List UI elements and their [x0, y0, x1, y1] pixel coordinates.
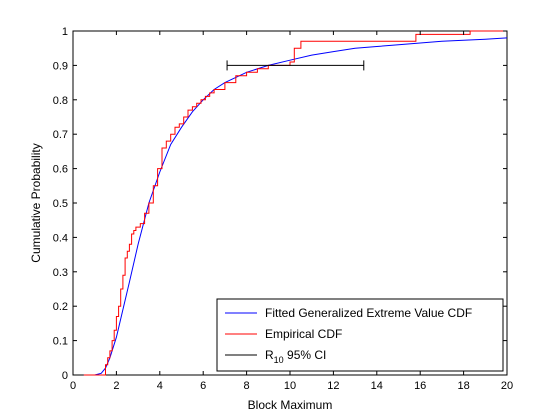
- series-layer: [83, 30, 508, 376]
- y-tick-label: 0.9: [53, 60, 68, 72]
- legend-label-fitted-gev: Fitted Generalized Extreme Value CDF: [265, 306, 472, 320]
- x-tick-label: 0: [70, 380, 76, 392]
- x-axis-ticks: 0 2 4 6 8 10 12 14 16 18 20: [70, 31, 513, 392]
- y-tick-label: 1: [62, 26, 68, 38]
- x-tick-label: 18: [457, 380, 469, 392]
- legend: Fitted Generalized Extreme Value CDF Emp…: [216, 298, 504, 372]
- legend-label-empirical: Empirical CDF: [265, 327, 342, 341]
- x-tick-label: 10: [284, 380, 296, 392]
- legend-box: [216, 298, 504, 372]
- y-axis-label: Cumulative Probability: [29, 143, 43, 262]
- x-tick-label: 20: [501, 380, 513, 392]
- x-tick-label: 16: [414, 380, 426, 392]
- y-tick-label: 0.2: [53, 301, 68, 313]
- legend-ci-rest: 95% CI: [284, 348, 327, 362]
- x-tick-label: 6: [200, 380, 206, 392]
- x-tick-label: 2: [113, 380, 119, 392]
- y-tick-label: 0.7: [53, 129, 68, 141]
- x-tick-label: 4: [157, 380, 163, 392]
- x-tick-label: 12: [327, 380, 339, 392]
- legend-ci-subscript: 10: [274, 355, 284, 365]
- y-tick-label: 0: [62, 370, 68, 382]
- x-axis-label: Block Maximum: [248, 398, 333, 412]
- x-tick-label: 14: [371, 380, 383, 392]
- legend-label-ci: R10 95% CI: [265, 348, 326, 365]
- series-empirical-step: [83, 30, 507, 376]
- y-tick-label: 0.4: [53, 232, 68, 244]
- y-tick-label: 0.8: [53, 95, 68, 107]
- y-axis-ticks: 0 0.1 0.2 0.3 0.4 0.5 0.6 0.7 0.8 0.9 1: [53, 26, 507, 382]
- legend-ci-base: R: [265, 348, 274, 362]
- y-tick-label: 0.6: [53, 164, 68, 176]
- y-tick-label: 0.3: [53, 267, 68, 279]
- x-tick-label: 8: [244, 380, 250, 392]
- y-tick-label: 0.1: [53, 336, 68, 348]
- y-tick-label: 0.5: [53, 198, 68, 210]
